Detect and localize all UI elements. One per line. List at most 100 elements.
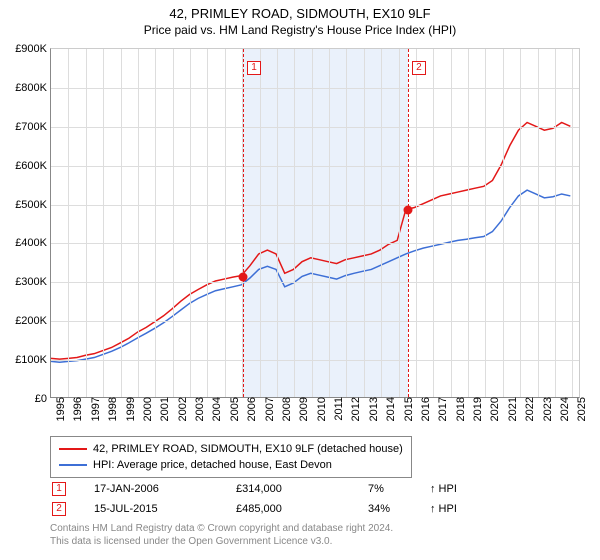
gridline-v (346, 49, 347, 397)
x-tick-label: 1997 (86, 397, 102, 421)
gridline-v (121, 49, 122, 397)
licence-text: Contains HM Land Registry data © Crown c… (50, 522, 393, 548)
sale-pct: 7% (368, 480, 428, 498)
gridline-v (485, 49, 486, 397)
y-tick-label: £600K (15, 160, 51, 172)
y-tick-label: £800K (15, 82, 51, 94)
gridline-v (190, 49, 191, 397)
gridline-v (138, 49, 139, 397)
chart-plot-area: £0£100K£200K£300K£400K£500K£600K£700K£80… (50, 48, 580, 398)
x-tick-label: 2010 (312, 397, 328, 421)
gridline-v (520, 49, 521, 397)
gridline-v (312, 49, 313, 397)
x-tick-label: 2025 (572, 397, 588, 421)
x-tick-label: 1998 (103, 397, 119, 421)
arrow-up-icon: ↑ HPI (430, 483, 457, 495)
gridline-v (572, 49, 573, 397)
sales-table: 117-JAN-2006£314,0007%↑ HPI215-JUL-2015£… (50, 478, 492, 520)
gridline-v (68, 49, 69, 397)
sale-dot (239, 272, 248, 281)
sale-marker-box: 2 (412, 61, 426, 75)
gridline-h (51, 88, 579, 89)
gridline-h (51, 205, 579, 206)
gridline-h (51, 243, 579, 244)
x-tick-label: 2024 (555, 397, 571, 421)
sale-line (243, 49, 244, 397)
sale-dot (403, 206, 412, 215)
y-tick-label: £100K (15, 354, 51, 366)
gridline-v (381, 49, 382, 397)
x-tick-label: 2021 (503, 397, 519, 421)
licence-line-2: This data is licensed under the Open Gov… (50, 535, 393, 548)
y-tick-label: £300K (15, 276, 51, 288)
x-tick-label: 2006 (242, 397, 258, 421)
gridline-v (433, 49, 434, 397)
gridline-h (51, 127, 579, 128)
gridline-v (225, 49, 226, 397)
gridline-v (503, 49, 504, 397)
gridline-h (51, 321, 579, 322)
gridline-h (51, 282, 579, 283)
gridline-v (538, 49, 539, 397)
x-tick-label: 2019 (468, 397, 484, 421)
sale-relative-hpi: ↑ HPI (430, 480, 490, 498)
x-tick-label: 2000 (138, 397, 154, 421)
x-tick-label: 1995 (51, 397, 67, 421)
y-tick-label: £0 (35, 393, 51, 405)
legend: 42, PRIMLEY ROAD, SIDMOUTH, EX10 9LF (de… (50, 436, 412, 478)
y-tick-label: £500K (15, 199, 51, 211)
y-tick-label: £200K (15, 315, 51, 327)
sale-date: 15-JUL-2015 (94, 500, 234, 518)
gridline-v (294, 49, 295, 397)
sale-date: 17-JAN-2006 (94, 480, 234, 498)
x-tick-label: 2017 (433, 397, 449, 421)
legend-label: 42, PRIMLEY ROAD, SIDMOUTH, EX10 9LF (de… (93, 441, 403, 457)
gridline-h (51, 166, 579, 167)
x-tick-label: 1999 (121, 397, 137, 421)
legend-swatch (59, 448, 87, 450)
gridline-v (329, 49, 330, 397)
x-tick-label: 2022 (520, 397, 536, 421)
x-tick-label: 2004 (207, 397, 223, 421)
gridline-v (468, 49, 469, 397)
x-tick-label: 1996 (68, 397, 84, 421)
sale-price: £485,000 (236, 500, 366, 518)
chart-subtitle: Price paid vs. HM Land Registry's House … (0, 21, 600, 41)
table-row: 215-JUL-2015£485,00034%↑ HPI (52, 500, 490, 518)
y-tick-label: £700K (15, 121, 51, 133)
x-tick-label: 2003 (190, 397, 206, 421)
x-tick-label: 2008 (277, 397, 293, 421)
gridline-v (103, 49, 104, 397)
sale-line (408, 49, 409, 397)
licence-line-1: Contains HM Land Registry data © Crown c… (50, 522, 393, 535)
legend-row: HPI: Average price, detached house, East… (59, 457, 403, 473)
sale-number-box: 1 (52, 482, 66, 496)
sale-price: £314,000 (236, 480, 366, 498)
x-tick-label: 2002 (173, 397, 189, 421)
x-tick-label: 2016 (416, 397, 432, 421)
x-tick-label: 2011 (329, 397, 345, 421)
x-tick-label: 2018 (451, 397, 467, 421)
x-tick-label: 2005 (225, 397, 241, 421)
x-tick-label: 2020 (485, 397, 501, 421)
gridline-v (86, 49, 87, 397)
chart-lines-svg (51, 49, 579, 397)
arrow-up-icon: ↑ HPI (430, 503, 457, 515)
sale-pct: 34% (368, 500, 428, 518)
x-tick-label: 2023 (538, 397, 554, 421)
gridline-v (416, 49, 417, 397)
table-row: 1 17-JAN-2006£314,0007%↑ HPI (52, 480, 490, 498)
x-tick-label: 2014 (381, 397, 397, 421)
sale-marker-box: 1 (247, 61, 261, 75)
gridline-v (555, 49, 556, 397)
chart-title: 42, PRIMLEY ROAD, SIDMOUTH, EX10 9LF (0, 0, 600, 21)
gridline-v (399, 49, 400, 397)
gridline-v (207, 49, 208, 397)
y-tick-label: £400K (15, 237, 51, 249)
x-tick-label: 2012 (346, 397, 362, 421)
gridline-v (277, 49, 278, 397)
legend-label: HPI: Average price, detached house, East… (93, 457, 332, 473)
gridline-v (173, 49, 174, 397)
legend-row: 42, PRIMLEY ROAD, SIDMOUTH, EX10 9LF (de… (59, 441, 403, 457)
y-tick-label: £900K (15, 43, 51, 55)
